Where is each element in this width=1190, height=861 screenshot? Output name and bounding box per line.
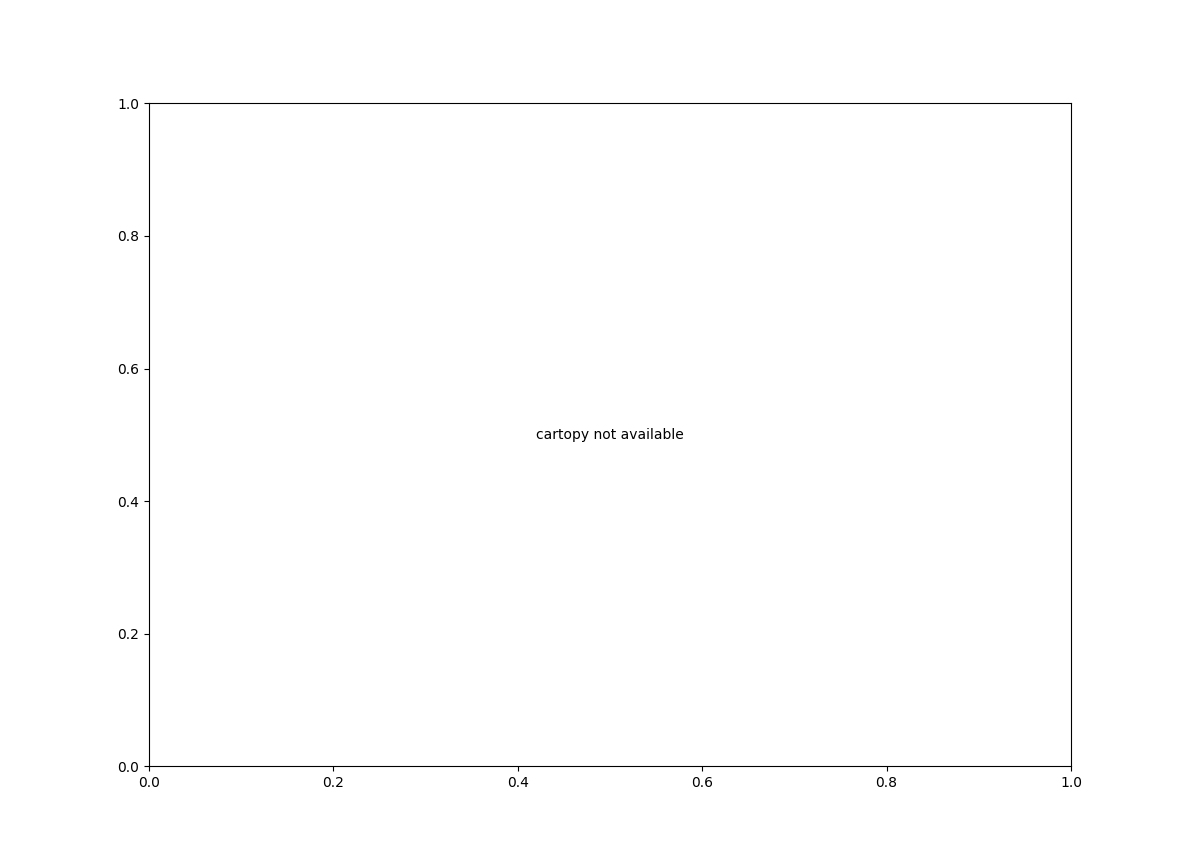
Text: cartopy not available: cartopy not available (536, 428, 684, 442)
